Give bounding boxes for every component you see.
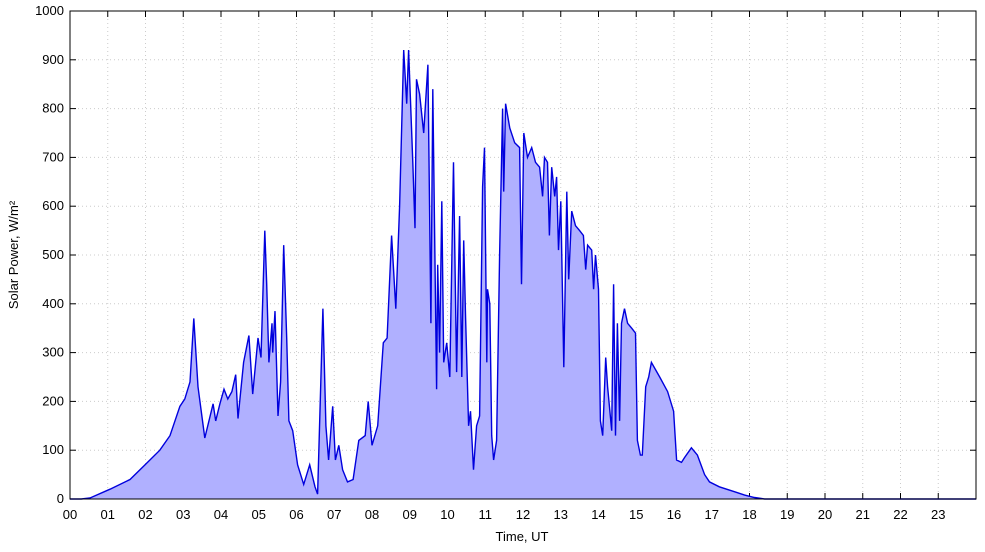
x-tick-label: 05 [252,507,266,522]
x-tick-label: 14 [591,507,605,522]
x-tick-label: 07 [327,507,341,522]
x-tick-label: 09 [403,507,417,522]
plot-frame [69,10,977,500]
x-tick-label: 11 [479,507,493,522]
x-tick-label: 22 [893,507,907,522]
x-tick-label: 16 [667,507,681,522]
area-fill [70,50,976,499]
x-tick-label: 19 [780,507,794,522]
y-tick-label: 300 [42,345,64,360]
y-tick-label: 200 [42,393,64,408]
x-tick-label: 18 [742,507,756,522]
x-tick-label: 15 [629,507,643,522]
y-tick-label: 1000 [35,3,64,18]
y-tick-label: 0 [57,491,64,506]
y-tick-label: 600 [42,198,64,213]
y-tick-label: 400 [42,296,64,311]
y-tick-label: 500 [42,247,64,262]
x-tick-label: 08 [365,507,379,522]
y-tick-label: 100 [42,442,64,457]
x-tick-label: 21 [856,507,870,522]
x-tick-label: 03 [176,507,190,522]
x-tick-label: 12 [516,507,530,522]
x-tick-label: 02 [138,507,152,522]
x-tick-label: 00 [63,507,77,522]
y-axis-label: Solar Power, W/m² [6,200,21,309]
x-tick-label: 17 [705,507,719,522]
x-tick-label: 04 [214,507,228,522]
x-tick-label: 20 [818,507,832,522]
y-tick-label: 900 [42,52,64,67]
x-axis-label: Time, UT [496,529,549,544]
x-tick-label: 23 [931,507,945,522]
y-tick-label: 800 [42,101,64,116]
area-line [70,49,976,500]
y-tick-label: 700 [42,149,64,164]
x-tick-label: 06 [289,507,303,522]
x-tick-label: 10 [440,507,454,522]
x-tick-label: 13 [554,507,568,522]
x-tick-label: 01 [101,507,115,522]
